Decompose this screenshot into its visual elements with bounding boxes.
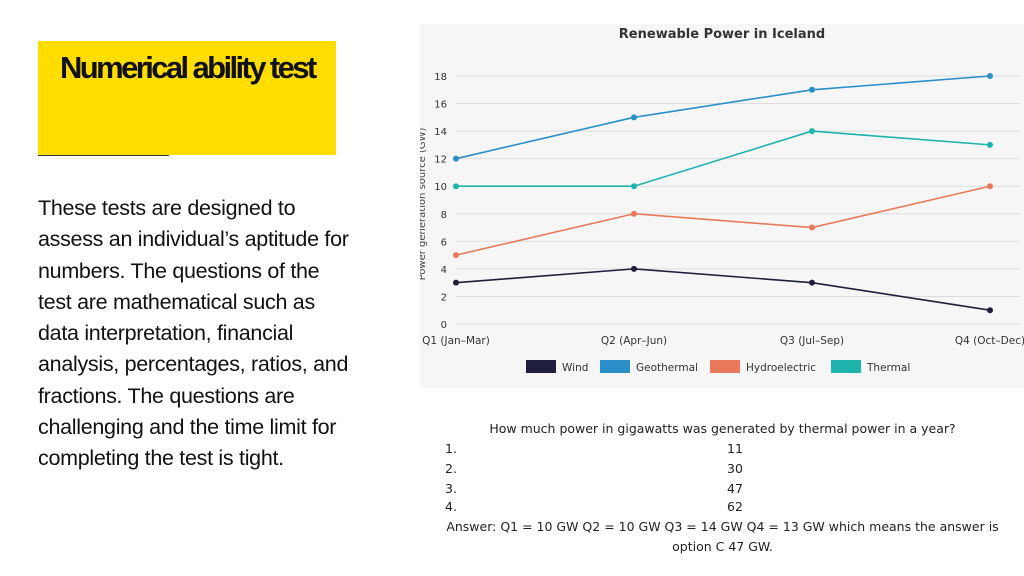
data-point-thermal — [631, 183, 637, 190]
y-tick-label: 12 — [434, 155, 447, 166]
data-point-geothermal — [809, 86, 815, 93]
slide-description: These tests are designed to assess an in… — [38, 196, 349, 471]
series-line-wind — [455, 268, 991, 312]
data-point-geothermal — [987, 73, 993, 79]
option-number: 4. — [445, 499, 457, 514]
legend-swatch — [600, 360, 630, 373]
y-tick-label: 2 — [441, 292, 447, 303]
y-tick-label: 18 — [434, 72, 447, 83]
legend-swatch — [526, 360, 556, 373]
option-value: 47 — [727, 481, 743, 496]
y-tick-label: 14 — [434, 127, 447, 138]
option-number: 3. — [445, 481, 457, 496]
legend-label: Thermal — [866, 362, 910, 374]
option-number: 2. — [445, 461, 457, 476]
legend-label: Hydroelectric — [746, 362, 816, 374]
x-tick-label: Q1 (Jan–Mar) — [422, 335, 490, 347]
title-underline — [38, 155, 169, 156]
y-tick-label: 8 — [441, 210, 447, 221]
data-point-hydroelectric — [631, 210, 637, 217]
x-tick-label: Q2 (Apr–Jun) — [601, 335, 667, 347]
legend-swatch — [710, 360, 740, 373]
data-point-hydroelectric — [453, 252, 459, 259]
series-line-thermal — [456, 130, 991, 188]
answer-text: Answer: Q1 = 10 GW Q2 = 10 GW Q3 = 14 GW… — [446, 519, 999, 554]
data-point-wind — [987, 307, 993, 314]
x-tick-label: Q3 (Jul–Sep) — [780, 335, 844, 347]
data-point-hydroelectric — [987, 183, 993, 190]
x-tick-label: Q4 (Oct–Dec) — [955, 335, 1024, 347]
title-box: Numerical ability test — [38, 41, 336, 155]
y-tick-label: 16 — [434, 100, 447, 111]
option-row: 3. 47 — [445, 481, 1000, 501]
slide-heading: Numerical ability test — [60, 50, 317, 85]
option-value: 62 — [727, 499, 743, 514]
data-point-hydroelectric — [809, 224, 815, 231]
y-tick-label: 0 — [441, 320, 447, 331]
data-point-wind — [453, 279, 459, 286]
option-row: 4. 62 — [445, 499, 1000, 519]
data-point-thermal — [453, 183, 459, 190]
data-point-wind — [809, 279, 815, 286]
option-value: 30 — [727, 461, 743, 476]
chart-panel: Renewable Power in Iceland Power generati… — [420, 24, 1024, 388]
y-tick-label: 10 — [434, 182, 447, 193]
series-line-hydroelectric — [455, 185, 991, 256]
series-line-geothermal — [455, 75, 991, 160]
option-value: 11 — [727, 441, 743, 456]
legend-label: Wind — [562, 362, 588, 374]
option-row: 1. 11 — [445, 441, 1000, 461]
legend-swatch — [831, 360, 861, 373]
data-point-wind — [631, 265, 637, 272]
data-point-thermal — [809, 128, 815, 135]
y-tick-label: 4 — [441, 265, 447, 276]
legend-label: Geothermal — [636, 362, 698, 374]
question-prompt: How much power in gigawatts was generate… — [489, 421, 956, 436]
y-axis-label: Power generation source (GW) — [420, 128, 428, 281]
option-number: 1. — [445, 441, 457, 456]
data-point-thermal — [987, 141, 993, 148]
chart-title: Renewable Power in Iceland — [619, 27, 825, 42]
data-point-geothermal — [453, 155, 459, 162]
line-chart: Renewable Power in Iceland Power generati… — [420, 27, 1024, 374]
data-point-geothermal — [631, 114, 637, 121]
y-tick-label: 6 — [441, 237, 447, 248]
option-row: 2. 30 — [445, 461, 1000, 481]
